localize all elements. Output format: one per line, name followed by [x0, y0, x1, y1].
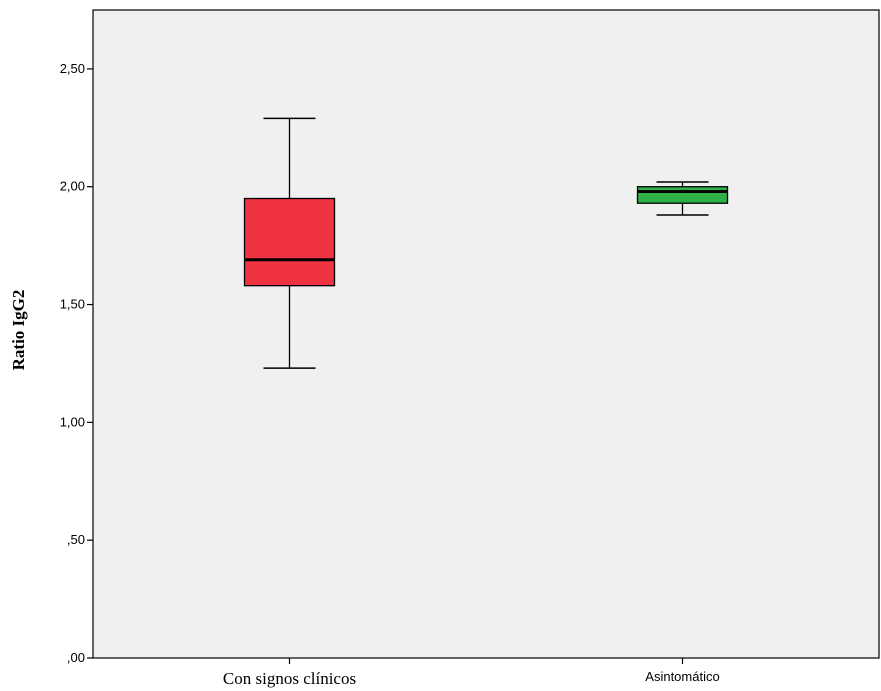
x-axis-labels: Con signos clínicos Asintomático [223, 658, 720, 688]
y-tick-label: ,50 [67, 532, 85, 547]
y-tick-label: 1,00 [60, 414, 85, 429]
plot-area [92, 9, 880, 659]
y-tick-label: 2,00 [60, 179, 85, 194]
y-tick-label: 2,50 [60, 61, 85, 76]
y-tick-label: ,00 [67, 650, 85, 665]
y-tick-label: 1,50 [60, 297, 85, 312]
y-axis-title: Ratio IgG2 [9, 290, 28, 371]
iqr-box [636, 186, 729, 204]
iqr-box [243, 197, 336, 287]
x-category-label: Con signos clínicos [223, 669, 356, 688]
box-con-signos-clinicos [243, 117, 336, 369]
box-asintomatico [636, 181, 729, 216]
x-category-label: Asintomático [645, 669, 719, 684]
y-axis: ,00 ,50 1,00 1,50 2,00 2,50 [60, 61, 93, 665]
boxes-layer [243, 117, 729, 369]
